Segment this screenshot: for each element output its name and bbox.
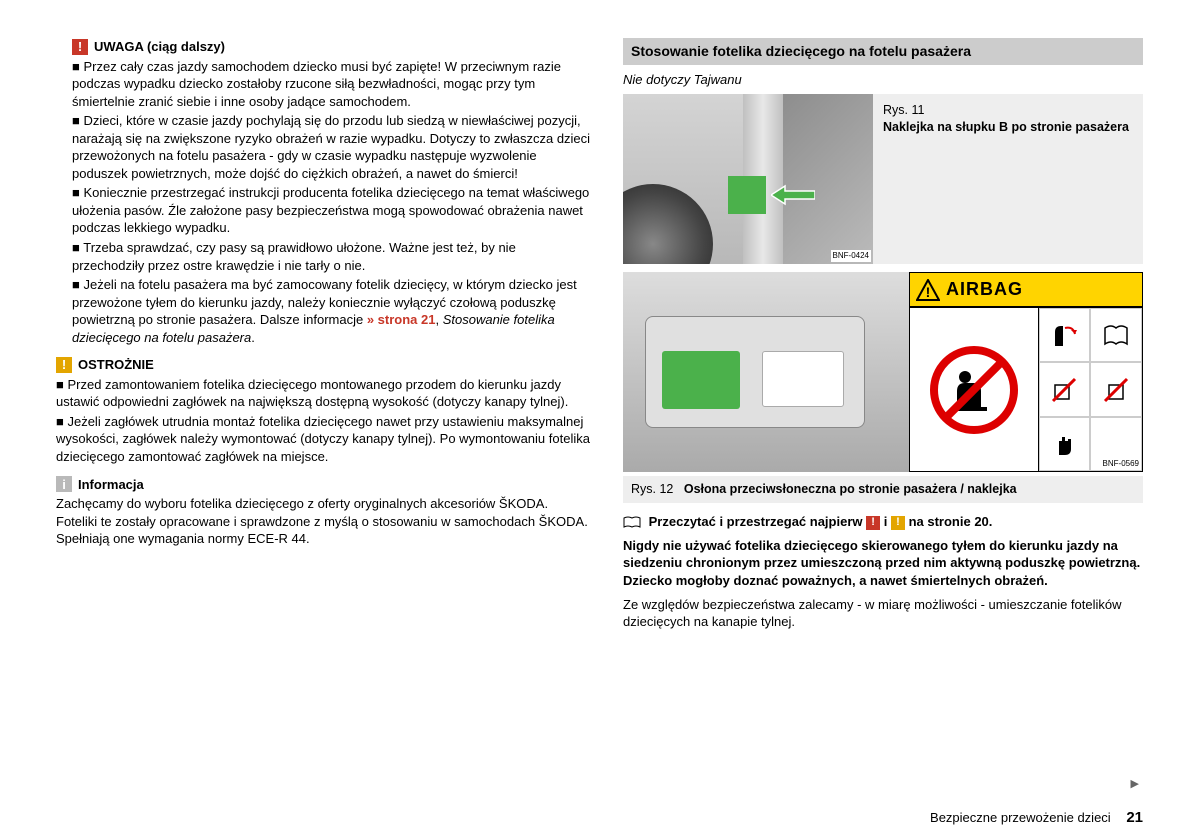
figure-11-code: BNF-0424 (831, 250, 871, 263)
figure-12-code: BNF-0569 (1101, 458, 1141, 471)
read-first-line: Przeczytać i przestrzegać najpierw ! i !… (623, 513, 1143, 531)
inline-warning-icon: ! (866, 516, 880, 530)
read-first-pre: Przeczytać i przestrzegać najpierw (649, 514, 866, 529)
no-child-seat-icon (930, 346, 1018, 434)
uwaga-item-3: Trzeba sprawdzać, czy pasy są prawidłowo… (72, 240, 516, 273)
warning-triangle-icon: ! (916, 279, 940, 301)
figure-11: BNF-0424 Rys. 11 Naklejka na słupku B po… (623, 94, 1143, 264)
manual-icon (1101, 320, 1131, 350)
figure-12-caption-text: Osłona przeciwsłoneczna po stronie pasaż… (684, 482, 1017, 496)
uwaga-item-4-comma: , (435, 312, 442, 327)
informacja-title: Informacja (78, 476, 144, 494)
page-ref: » strona 21 (367, 312, 436, 327)
right-column: Stosowanie fotelika dziecięcego na fotel… (623, 38, 1143, 637)
read-first-post: na stronie 20. (909, 514, 993, 529)
read-first-mid: i (884, 514, 891, 529)
footer-page-number: 21 (1126, 809, 1143, 826)
info-icon: i (56, 476, 72, 492)
figure-11-num: Rys. 11 (883, 102, 1129, 119)
svg-text:!: ! (926, 284, 931, 300)
ostroznie-header: ! OSTROŻNIE (56, 356, 591, 374)
informacja-block: i Informacja Zachęcamy do wyboru fotelik… (56, 476, 591, 548)
ostroznie-title: OSTROŻNIE (78, 356, 154, 374)
uwaga-item-4-end: . (251, 330, 255, 345)
figure-12-image: ! AIRBAG (623, 272, 1143, 472)
continue-arrow-icon: ▶ (1131, 777, 1139, 792)
informacja-text: Zachęcamy do wyboru fotelika dziecięcego… (56, 495, 591, 548)
uwaga-header: ! UWAGA (ciąg dalszy) (72, 38, 591, 56)
inline-caution-icon: ! (891, 516, 905, 530)
uwaga-item-0: Przez cały czas jazdy samochodem dziecko… (72, 59, 561, 109)
subtitle: Nie dotyczy Tajwanu (623, 71, 1143, 89)
seat-cross-1-icon (1049, 375, 1079, 405)
airbag-label: AIRBAG (946, 277, 1023, 301)
uwaga-item-1: Dzieci, które w czasie jazdy pochylają s… (72, 113, 590, 181)
caution-icon: ! (56, 357, 72, 373)
figure-11-caption-text: Naklejka na słupku B po stronie pasażera (883, 119, 1129, 136)
uwaga-item-2: Koniecznie przestrzegać instrukcji produ… (72, 185, 589, 235)
uwaga-title: UWAGA (ciąg dalszy) (94, 38, 225, 56)
book-icon (623, 516, 641, 529)
seat-rear-icon (1049, 320, 1079, 350)
figure-12-num: Rys. 12 (631, 482, 673, 496)
uwaga-block: ! UWAGA (ciąg dalszy) ■ Przez cały czas … (56, 38, 591, 346)
figure-11-image: BNF-0424 (623, 94, 873, 264)
page: ! UWAGA (ciąg dalszy) ■ Przez cały czas … (0, 0, 1191, 637)
ostroznie-item-1: Jeżeli zagłówek utrudnia montaż fotelika… (56, 414, 590, 464)
ostroznie-block: ! OSTROŻNIE ■ Przed zamontowaniem foteli… (56, 356, 591, 465)
left-column: ! UWAGA (ciąg dalszy) ■ Przez cały czas … (56, 38, 591, 637)
uwaga-items: ■ Przez cały czas jazdy samochodem dziec… (72, 58, 591, 347)
warning-icon: ! (72, 39, 88, 55)
seat-cross-2-icon (1101, 375, 1131, 405)
footer: Bezpieczne przewożenie dzieci 21 (930, 808, 1143, 828)
section-heading: Stosowanie fotelika dziecięcego na fotel… (623, 38, 1143, 65)
figure-12: ! AIRBAG (623, 272, 1143, 472)
footer-title: Bezpieczne przewożenie dzieci (930, 810, 1111, 825)
figure-11-caption: Rys. 11 Naklejka na słupku B po stronie … (873, 94, 1139, 264)
safety-text: Ze względów bezpieczeństwa zalecamy - w … (623, 596, 1143, 631)
arrow-icon (771, 184, 815, 211)
ostroznie-item-0: Przed zamontowaniem fotelika dziecięcego… (56, 377, 568, 410)
figure-12-caption: Rys. 12 Osłona przeciwsłoneczna po stron… (623, 476, 1143, 503)
hand-icon (1049, 429, 1079, 459)
warn-bold-text: Nigdy nie używać fotelika dziecięcego sk… (623, 537, 1143, 590)
informacja-header: i Informacja (56, 476, 591, 494)
